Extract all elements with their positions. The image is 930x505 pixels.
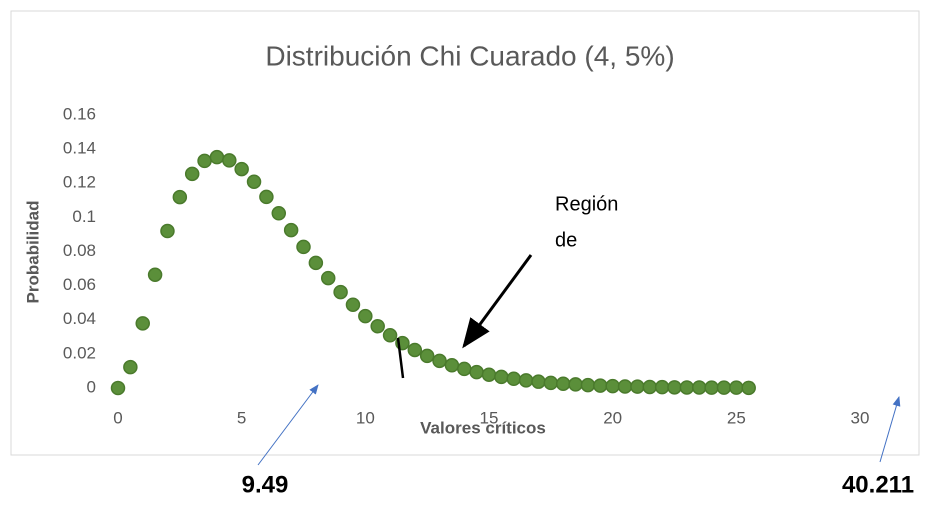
- point: [506, 371, 521, 387]
- y-tick-label: 0.12: [63, 173, 96, 192]
- point: [716, 380, 732, 395]
- point: [568, 377, 583, 392]
- point: [580, 377, 596, 393]
- point: [605, 378, 620, 394]
- point: [123, 359, 138, 375]
- y-tick-label: 0.14: [63, 139, 96, 158]
- point: [320, 270, 336, 286]
- point: [147, 267, 163, 282]
- point: [704, 380, 719, 395]
- chart-frame: [10, 10, 920, 456]
- x-tick-label: 30: [851, 408, 870, 427]
- point: [110, 380, 126, 396]
- x-tick-label: 15: [480, 408, 499, 427]
- point: [679, 380, 695, 395]
- point: [407, 342, 423, 358]
- point: [469, 364, 484, 380]
- point: [283, 222, 299, 238]
- point: [729, 380, 744, 395]
- y-tick-label: 0.08: [63, 241, 96, 260]
- y-axis-label: Probabilidad: [23, 201, 42, 304]
- annotation: de: [555, 229, 577, 251]
- point: [209, 149, 225, 165]
- y-tick-label: 0.04: [63, 309, 96, 328]
- point: [345, 297, 361, 312]
- point: [457, 361, 472, 377]
- point: [259, 189, 274, 205]
- point: [555, 376, 571, 391]
- arrow: [257, 384, 319, 466]
- point: [234, 161, 249, 177]
- x-tick-label: 20: [603, 408, 622, 427]
- point: [518, 373, 534, 388]
- point: [444, 358, 460, 373]
- point: [741, 380, 756, 396]
- point: [333, 284, 348, 300]
- point: [135, 316, 150, 331]
- chart-title: Distribución Chi Cuarado (4, 5%): [265, 40, 674, 71]
- point: [494, 369, 509, 385]
- point: [593, 378, 608, 393]
- x-tick-label: 25: [727, 408, 746, 427]
- point: [246, 174, 262, 189]
- point: [370, 318, 385, 334]
- annotation: 9.49: [242, 471, 289, 498]
- y-tick-label: 0.02: [63, 343, 96, 362]
- arrow: [462, 254, 533, 349]
- y-tick-label: 0: [87, 377, 96, 396]
- critical-mark: [396, 337, 405, 379]
- point: [531, 374, 546, 389]
- point: [667, 380, 682, 395]
- y-tick-label: 0.06: [63, 275, 96, 294]
- point: [543, 375, 559, 391]
- point: [382, 328, 398, 343]
- y-tick-label: 0.16: [63, 104, 96, 123]
- point: [296, 239, 311, 255]
- x-tick-label: 10: [356, 408, 375, 427]
- point: [617, 379, 633, 394]
- annotation: Región: [555, 193, 618, 215]
- point: [419, 348, 435, 364]
- point: [481, 367, 497, 382]
- point: [691, 380, 707, 395]
- x-tick-label: 0: [113, 408, 122, 427]
- y-tick-label: 0.1: [72, 207, 96, 226]
- point: [184, 166, 200, 182]
- point: [432, 353, 447, 369]
- point: [308, 255, 324, 271]
- point: [222, 153, 237, 168]
- point: [642, 379, 658, 395]
- point: [271, 206, 287, 221]
- x-axis-label: Valores críticos: [420, 418, 546, 437]
- point: [197, 153, 212, 169]
- point: [630, 379, 645, 394]
- arrow: [879, 396, 901, 463]
- point: [654, 379, 670, 395]
- annotation: 40.211: [842, 471, 914, 498]
- point: [358, 308, 373, 324]
- point: [160, 223, 175, 239]
- point: [172, 189, 188, 205]
- x-tick-label: 5: [237, 408, 246, 427]
